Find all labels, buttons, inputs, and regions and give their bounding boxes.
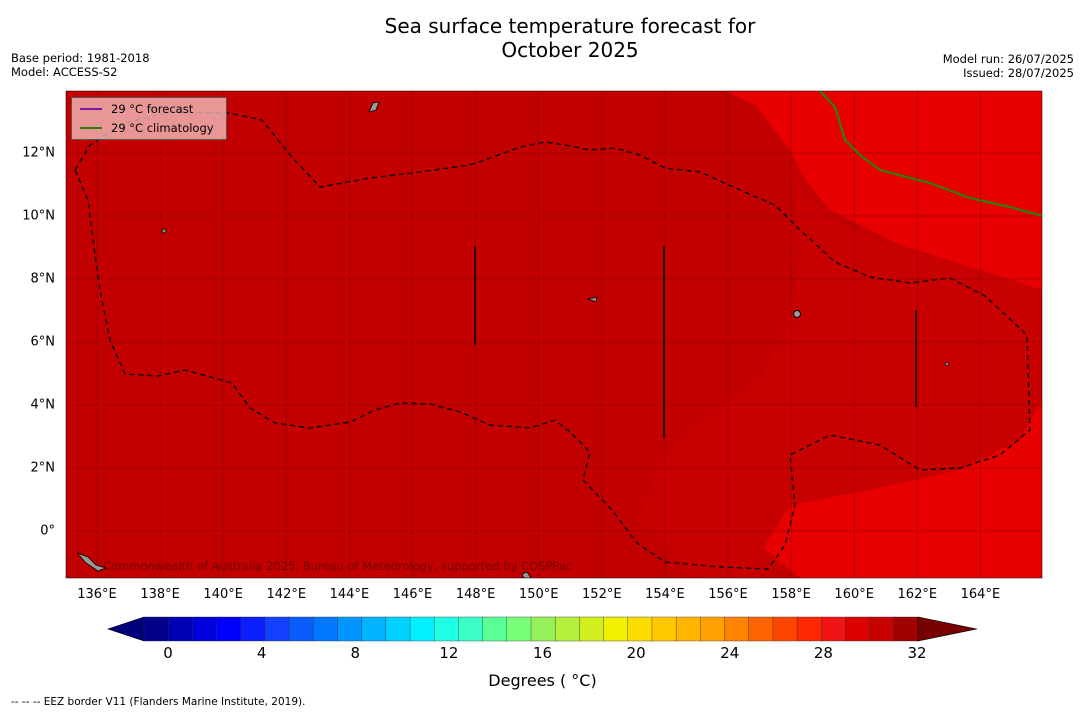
longitude-label: 158°E [771, 587, 811, 602]
longitude-label: 154°E [645, 587, 685, 602]
colorbar-segment [288, 616, 314, 642]
colorbar-segment [772, 616, 798, 642]
title-line-1: Sea surface temperature forecast for [384, 14, 756, 38]
colorbar-segment [700, 616, 725, 642]
colorbar-segment [869, 616, 895, 642]
colorbar-segment [313, 616, 338, 642]
island [793, 310, 801, 318]
latitude-label: 8°N [30, 271, 56, 287]
colorbar-tick-label: 12 [439, 644, 459, 662]
longitude-label: 152°E [582, 587, 622, 602]
colorbar-segment [845, 616, 871, 642]
island [586, 296, 598, 303]
eez-border [74, 111, 1031, 570]
colorbar-tick-label: 28 [813, 644, 833, 662]
colorbar-segment [264, 616, 290, 642]
colorbar-segment [506, 616, 532, 642]
colorbar-tick-label: 32 [907, 644, 927, 662]
island [944, 361, 950, 367]
longitude-label: 142°E [266, 587, 307, 602]
colorbar-tick-label: 24 [720, 644, 740, 662]
map-legend: 29 °C forecast 29 °C climatology [71, 97, 227, 140]
colorbar-segment [724, 616, 750, 642]
legend-climatology: 29 °C climatology [72, 120, 214, 136]
colorbar-segment [651, 616, 677, 642]
longitude-label: 164°E [960, 587, 1001, 602]
colorbar-segment [748, 616, 774, 642]
colorbar-segment [579, 616, 605, 642]
colorbar [107, 616, 978, 642]
longitude-label: 156°E [708, 587, 748, 602]
colorbar-tick-label: 8 [350, 644, 361, 662]
title: Sea surface temperature forecast for Oct… [0, 14, 1085, 62]
colorbar-tick-label: 0 [163, 644, 173, 662]
colorbar-segment [458, 616, 484, 642]
model-name: Model: ACCESS-S2 [11, 65, 118, 79]
map-frame [65, 90, 1043, 579]
colorbar-segment [603, 616, 629, 642]
legend-forecast-label: 29 °C forecast [111, 102, 194, 116]
colorbar-tick-label: 20 [626, 644, 646, 662]
colorbar-tick-label: 4 [256, 644, 267, 662]
colorbar-segment [482, 616, 508, 642]
base-period: Base period: 1981-2018 [11, 51, 150, 65]
latitude-label: 4°N [30, 397, 56, 413]
latitude-label: 6°N [30, 334, 56, 350]
longitude-label: 146°E [392, 587, 433, 602]
colorbar-segment [627, 616, 653, 642]
longitude-label: 140°E [203, 587, 243, 602]
title-line-2: October 2025 [501, 38, 639, 62]
meta-left: Base period: 1981-2018 Model: ACCESS-S2 [11, 51, 150, 79]
colorbar-segment [143, 616, 169, 642]
longitude-label: 148°E [455, 587, 496, 602]
longitude-label: 150°E [518, 587, 559, 602]
colorbar-segment [821, 616, 846, 642]
climatology-swatch [80, 127, 102, 129]
island [368, 101, 380, 113]
colorbar-segment [554, 616, 580, 642]
meta-right: Model run: 26/07/2025 Issued: 28/07/2025 [943, 52, 1074, 80]
longitude-label: 162°E [897, 587, 938, 602]
colorbar-segment [216, 616, 242, 642]
colorbar-over-arrow [917, 616, 978, 642]
legend-climatology-label: 29 °C climatology [111, 121, 214, 135]
colorbar-segment [385, 616, 411, 642]
island [76, 552, 108, 572]
colorbar-segment [675, 616, 701, 642]
mid-sst-zone [640, 150, 1042, 578]
latitude-label: 12°N [22, 145, 55, 161]
colorbar-segment [167, 616, 193, 642]
island [161, 228, 167, 234]
issued-date: Issued: 28/07/2025 [963, 66, 1074, 80]
forecast-swatch [80, 108, 102, 110]
colorbar-segment [192, 616, 218, 642]
colorbar-segment [409, 616, 435, 642]
colorbar-segment [893, 616, 919, 642]
colorbar-under-arrow [107, 616, 145, 642]
colorbar-segment [434, 616, 459, 642]
colorbar-segment [337, 616, 363, 642]
latitude-label: 0° [40, 523, 55, 539]
longitude-label: 160°E [834, 587, 874, 602]
colorbar-segment [361, 616, 387, 642]
warm-sst-zone [725, 91, 1042, 578]
colorbar-segment [240, 616, 266, 642]
model-run: Model run: 26/07/2025 [942, 52, 1074, 66]
latitude-label: 10°N [22, 208, 55, 224]
climatology-29c-line [819, 91, 1042, 218]
colorbar-tick-label: 16 [532, 644, 553, 662]
legend-forecast: 29 °C forecast [72, 101, 193, 117]
colorbar-segment [796, 616, 822, 642]
longitude-label: 144°E [329, 587, 370, 602]
colorbar-segment [530, 616, 556, 642]
colorbar-label: Degrees ( °C) [488, 671, 597, 690]
copyright-notice: Commonwealth of Australia 2025, Bureau o… [103, 559, 573, 573]
eez-footnote: -- -- -- EEZ border V11 (Flanders Marine… [11, 696, 306, 708]
longitude-label: 136°E [77, 587, 117, 602]
island [521, 571, 532, 578]
longitude-label: 138°E [140, 587, 180, 602]
latitude-label: 2°N [30, 460, 56, 476]
